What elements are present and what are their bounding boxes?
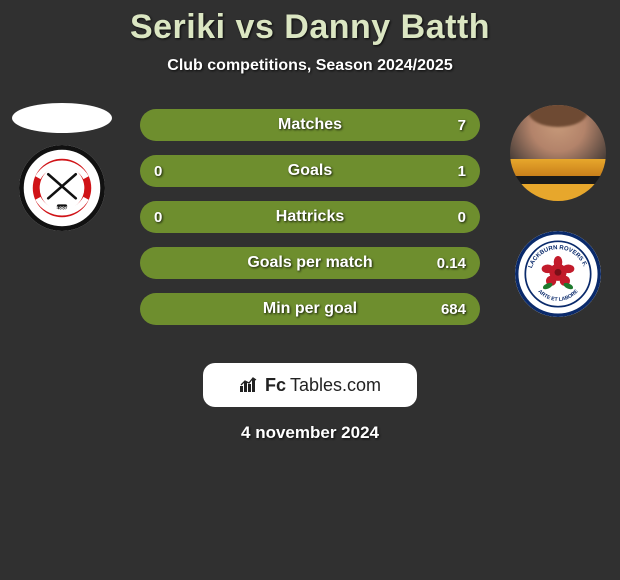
comparison-stage: 1889 BLACKBURN ROVERS F.C. <box>0 103 620 363</box>
left-player-column: 1889 <box>12 103 112 363</box>
brand-prefix: Fc <box>265 375 286 396</box>
stat-right-value: 1 <box>458 163 466 180</box>
stat-rows: Matches 7 0 Goals 1 0 Hattricks 0 Goals … <box>140 109 480 325</box>
blackburn-rovers-crest-icon: BLACKBURN ROVERS F.C. ARTE ET LABORE <box>515 231 601 317</box>
stat-right-value: 7 <box>458 117 466 134</box>
root: Seriki vs Danny Batth Club competitions,… <box>0 0 620 443</box>
brand-suffix: Tables.com <box>290 375 381 396</box>
page-title: Seriki vs Danny Batth <box>130 8 490 47</box>
stat-label: Hattricks <box>276 208 344 226</box>
right-player-photo <box>510 105 606 201</box>
stat-right-value: 0.14 <box>437 255 466 272</box>
stat-row-goals-per-match: Goals per match 0.14 <box>140 247 480 279</box>
stat-label: Matches <box>278 116 342 134</box>
stat-right-value: 684 <box>441 301 466 318</box>
stat-row-min-per-goal: Min per goal 684 <box>140 293 480 325</box>
left-club-crest: 1889 <box>19 145 105 231</box>
bar-chart-icon <box>239 376 259 394</box>
stat-left-value: 0 <box>154 163 162 180</box>
date-label: 4 november 2024 <box>241 423 379 443</box>
brand-box[interactable]: FcTables.com <box>203 363 417 407</box>
left-player-photo-placeholder <box>12 103 112 133</box>
right-player-column: BLACKBURN ROVERS F.C. ARTE ET LABORE <box>508 103 608 363</box>
subtitle: Club competitions, Season 2024/2025 <box>167 57 452 75</box>
stat-row-matches: Matches 7 <box>140 109 480 141</box>
stat-right-value: 0 <box>458 209 466 226</box>
stat-left-value: 0 <box>154 209 162 226</box>
right-club-crest: BLACKBURN ROVERS F.C. ARTE ET LABORE <box>515 231 601 317</box>
stat-row-goals: 0 Goals 1 <box>140 155 480 187</box>
stat-row-hattricks: 0 Hattricks 0 <box>140 201 480 233</box>
stat-label: Goals <box>288 162 332 180</box>
stat-label: Min per goal <box>263 300 357 318</box>
stat-label: Goals per match <box>247 254 372 272</box>
footer: FcTables.com 4 november 2024 <box>203 363 417 443</box>
sheffield-united-crest-icon: 1889 <box>19 145 105 231</box>
